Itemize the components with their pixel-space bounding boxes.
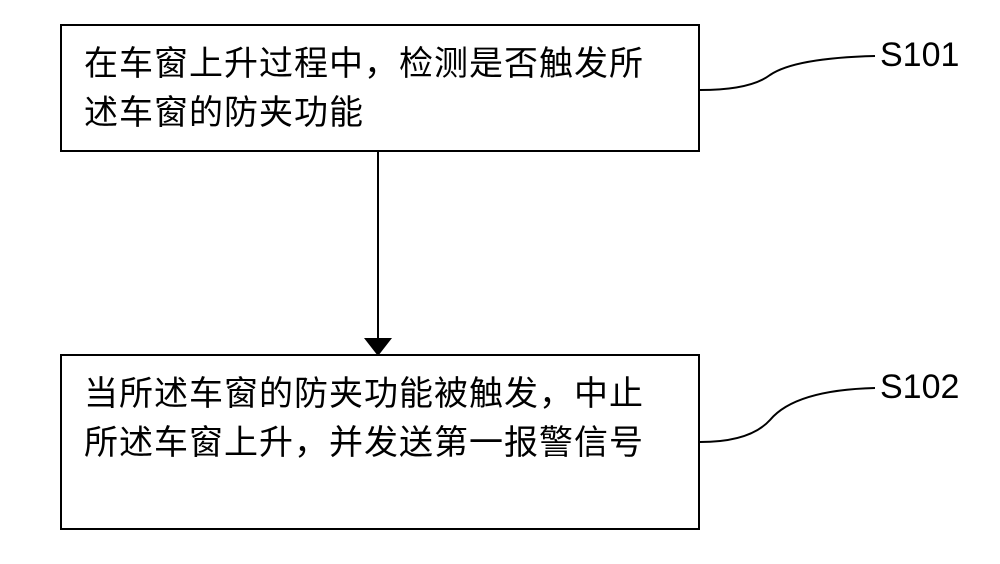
connector-s101: [700, 40, 880, 100]
node-text-s102: 当所述车窗的防夹功能被触发，中止所述车窗上升，并发送第一报警信号: [84, 370, 676, 469]
label-s102: S102: [880, 368, 959, 407]
flowchart-edge-arrow-shaft: [377, 152, 379, 340]
connector-s102: [700, 370, 880, 448]
flowchart-node-s102: 当所述车窗的防夹功能被触发，中止所述车窗上升，并发送第一报警信号: [60, 354, 700, 530]
node-text-s101: 在车窗上升过程中，检测是否触发所述车窗的防夹功能: [84, 40, 676, 139]
label-s101: S101: [880, 36, 959, 75]
flowchart-node-s101: 在车窗上升过程中，检测是否触发所述车窗的防夹功能: [60, 24, 700, 152]
